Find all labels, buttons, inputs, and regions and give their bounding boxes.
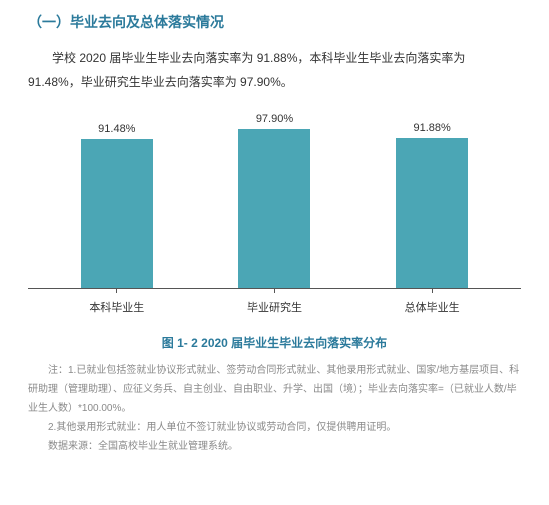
x-label-2: 总体毕业生 xyxy=(354,299,510,315)
bar-1 xyxy=(238,129,310,288)
bars-container: 91.48% 97.90% 91.88% xyxy=(28,104,521,289)
x-axis-labels: 本科毕业生 毕业研究生 总体毕业生 xyxy=(28,299,521,315)
bar-group-0: 91.48% xyxy=(39,123,195,288)
bar-group-1: 97.90% xyxy=(196,113,352,288)
bar-chart: 91.48% 97.90% 91.88% 本科毕业生 毕业研究生 总体毕业生 xyxy=(28,104,521,324)
bar-value-1: 97.90% xyxy=(256,113,293,125)
bar-group-2: 91.88% xyxy=(354,122,510,288)
bar-value-0: 91.48% xyxy=(98,123,135,135)
footnote-1: 注：1.已就业包括签就业协议形式就业、签劳动合同形式就业、其他录用形式就业、国家… xyxy=(28,361,521,418)
bar-value-2: 91.88% xyxy=(413,122,450,134)
x-label-0: 本科毕业生 xyxy=(39,299,195,315)
intro-paragraph: 学校 2020 届毕业生毕业去向落实率为 91.88%，本科毕业生毕业去向落实率… xyxy=(28,46,521,94)
bar-2 xyxy=(396,138,468,288)
footnote-2: 2.其他录用形式就业：用人单位不签订就业协议或劳动合同，仅提供聘用证明。 xyxy=(28,418,521,437)
section-heading: （一）毕业去向及总体落实情况 xyxy=(28,12,521,32)
x-label-1: 毕业研究生 xyxy=(196,299,352,315)
bar-0 xyxy=(81,139,153,288)
footnote-3: 数据来源：全国高校毕业生就业管理系统。 xyxy=(28,437,521,456)
figure-caption: 图 1- 2 2020 届毕业生毕业去向落实率分布 xyxy=(28,334,521,351)
axis-ticks xyxy=(28,288,521,293)
